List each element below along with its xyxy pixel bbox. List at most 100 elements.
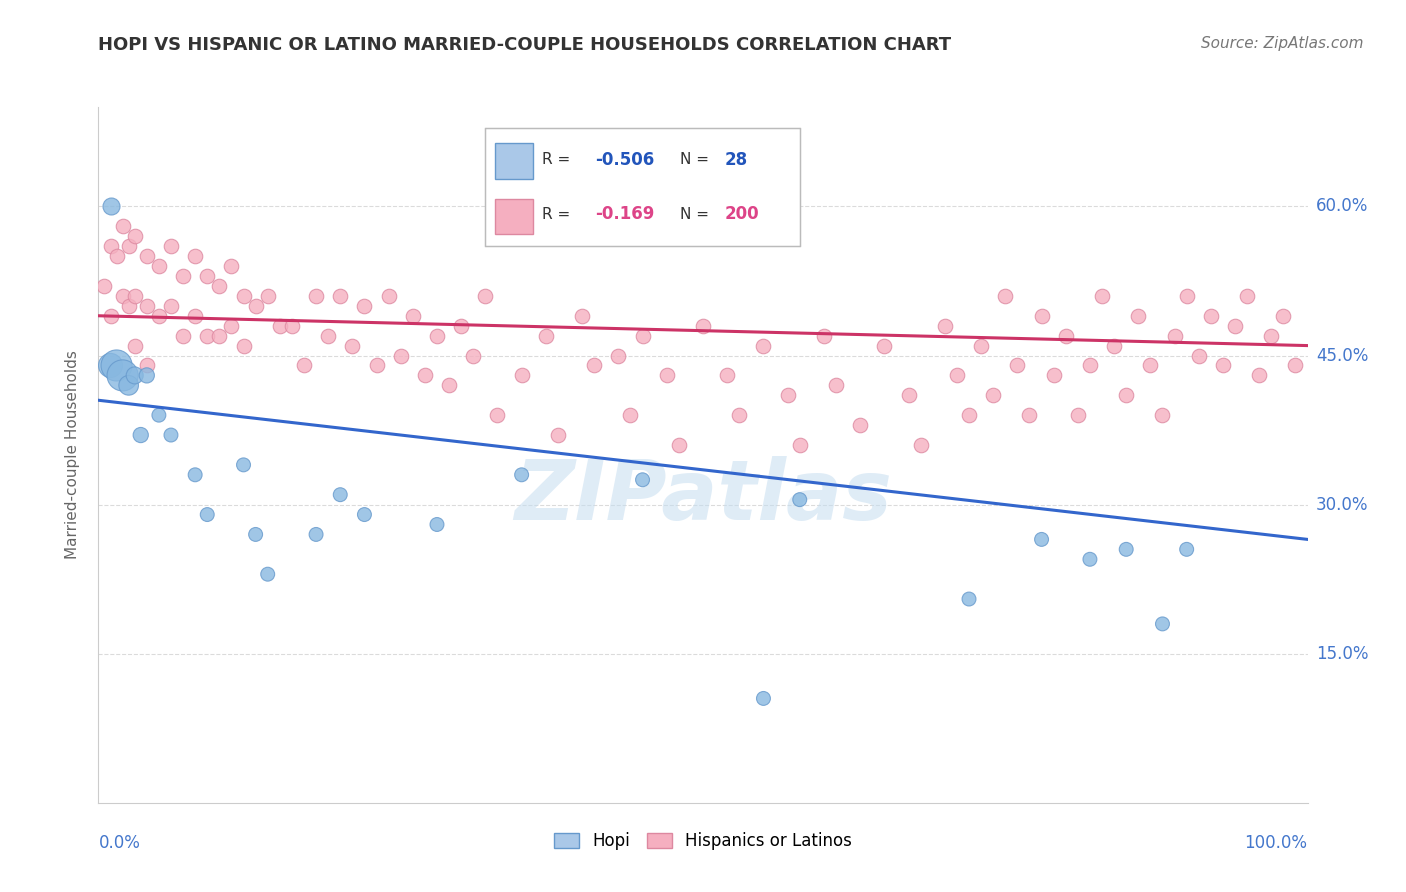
Point	[752, 338, 775, 352]
Point	[269, 318, 291, 333]
Point	[1175, 542, 1198, 557]
Point	[910, 438, 932, 452]
Point	[105, 249, 128, 263]
Point	[135, 299, 157, 313]
Point	[1031, 309, 1053, 323]
Point	[305, 527, 328, 541]
Point	[184, 249, 207, 263]
Point	[148, 259, 170, 273]
Point	[195, 508, 218, 522]
Point	[426, 328, 449, 343]
Point	[789, 438, 811, 452]
Point	[463, 349, 485, 363]
Point	[195, 328, 218, 343]
Point	[1212, 359, 1234, 373]
Point	[292, 359, 315, 373]
Point	[100, 309, 122, 323]
Point	[342, 338, 364, 352]
Point	[1260, 328, 1282, 343]
Point	[221, 259, 243, 273]
Point	[1236, 289, 1258, 303]
Point	[957, 408, 980, 422]
Point	[1249, 368, 1271, 383]
Point	[813, 328, 835, 343]
Point	[1018, 408, 1040, 422]
Point	[377, 289, 399, 303]
Point	[329, 289, 352, 303]
Point	[256, 289, 278, 303]
Point	[105, 359, 128, 373]
Point	[547, 428, 569, 442]
Point	[716, 368, 738, 383]
Point	[124, 289, 146, 303]
Point	[776, 388, 799, 402]
Point	[655, 368, 678, 383]
Text: 45.0%: 45.0%	[1316, 346, 1368, 365]
Point	[1152, 408, 1174, 422]
Point	[184, 467, 207, 482]
Point	[1284, 359, 1306, 373]
Point	[232, 289, 254, 303]
Point	[118, 378, 141, 392]
Point	[124, 229, 146, 244]
Point	[208, 279, 231, 293]
Point	[389, 349, 412, 363]
Point	[1115, 542, 1137, 557]
Point	[1007, 359, 1029, 373]
Point	[1067, 408, 1090, 422]
Point	[619, 408, 641, 422]
Point	[1223, 318, 1246, 333]
Point	[353, 508, 375, 522]
Point	[195, 268, 218, 283]
Point	[607, 349, 630, 363]
Point	[1042, 368, 1064, 383]
Point	[245, 527, 267, 541]
Point	[474, 289, 496, 303]
Point	[510, 467, 533, 482]
Point	[172, 268, 194, 283]
Point	[124, 338, 146, 352]
Text: 100.0%: 100.0%	[1244, 834, 1308, 852]
Point	[1139, 359, 1161, 373]
Text: ZIPatlas: ZIPatlas	[515, 456, 891, 537]
Point	[728, 408, 751, 422]
Point	[450, 318, 472, 333]
Point	[402, 309, 425, 323]
Point	[413, 368, 436, 383]
Point	[221, 318, 243, 333]
Point	[631, 328, 654, 343]
Point	[245, 299, 267, 313]
Point	[1115, 388, 1137, 402]
Point	[184, 309, 207, 323]
Point	[1091, 289, 1114, 303]
Text: 30.0%: 30.0%	[1316, 496, 1368, 514]
Point	[510, 368, 533, 383]
Point	[118, 299, 141, 313]
Point	[789, 492, 811, 507]
Text: 0.0%: 0.0%	[98, 834, 141, 852]
Point	[534, 328, 557, 343]
Point	[329, 488, 352, 502]
Point	[1128, 309, 1150, 323]
Point	[281, 318, 304, 333]
Point	[135, 249, 157, 263]
Point	[111, 368, 134, 383]
Point	[486, 408, 509, 422]
Point	[571, 309, 593, 323]
Point	[1175, 289, 1198, 303]
Point	[135, 359, 157, 373]
Text: 60.0%: 60.0%	[1316, 197, 1368, 216]
Point	[135, 368, 157, 383]
Point	[897, 388, 920, 402]
Point	[148, 408, 170, 422]
Point	[111, 289, 134, 303]
Point	[353, 299, 375, 313]
Point	[1102, 338, 1125, 352]
Point	[1272, 309, 1295, 323]
Point	[256, 567, 278, 582]
Point	[1031, 533, 1053, 547]
Point	[946, 368, 969, 383]
Point	[160, 299, 183, 313]
Point	[100, 239, 122, 253]
Point	[118, 239, 141, 253]
